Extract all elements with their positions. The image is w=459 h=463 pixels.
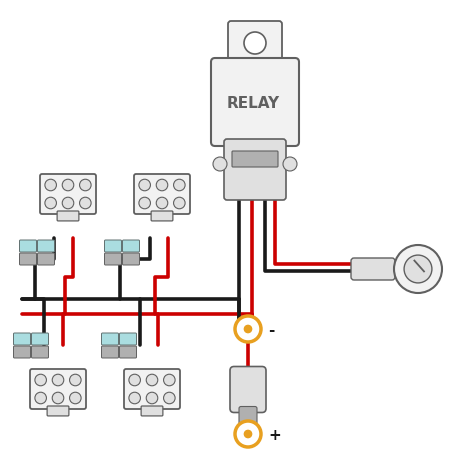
Circle shape xyxy=(69,392,81,404)
Circle shape xyxy=(156,180,168,191)
FancyBboxPatch shape xyxy=(40,175,96,214)
Circle shape xyxy=(163,375,175,386)
FancyBboxPatch shape xyxy=(19,253,36,265)
FancyBboxPatch shape xyxy=(119,346,136,358)
FancyBboxPatch shape xyxy=(38,240,54,252)
FancyBboxPatch shape xyxy=(230,367,265,413)
FancyBboxPatch shape xyxy=(119,333,136,345)
Circle shape xyxy=(35,392,46,404)
Circle shape xyxy=(52,392,64,404)
Circle shape xyxy=(62,180,73,191)
FancyBboxPatch shape xyxy=(13,333,30,345)
Circle shape xyxy=(244,325,251,333)
FancyBboxPatch shape xyxy=(231,152,277,168)
FancyBboxPatch shape xyxy=(224,140,285,200)
Circle shape xyxy=(52,375,64,386)
Circle shape xyxy=(173,180,185,191)
FancyBboxPatch shape xyxy=(38,253,54,265)
Text: -: - xyxy=(268,323,274,338)
Circle shape xyxy=(139,180,150,191)
FancyBboxPatch shape xyxy=(122,253,139,265)
FancyBboxPatch shape xyxy=(101,333,118,345)
FancyBboxPatch shape xyxy=(30,369,86,409)
Circle shape xyxy=(146,375,157,386)
FancyBboxPatch shape xyxy=(57,212,78,221)
Circle shape xyxy=(69,375,81,386)
Text: RELAY: RELAY xyxy=(226,95,279,110)
Circle shape xyxy=(129,392,140,404)
Circle shape xyxy=(156,198,168,209)
Circle shape xyxy=(393,245,441,294)
FancyBboxPatch shape xyxy=(47,406,69,416)
FancyBboxPatch shape xyxy=(350,258,394,281)
FancyBboxPatch shape xyxy=(151,212,173,221)
FancyBboxPatch shape xyxy=(134,175,190,214)
Circle shape xyxy=(35,375,46,386)
FancyBboxPatch shape xyxy=(13,346,30,358)
Circle shape xyxy=(79,180,91,191)
FancyBboxPatch shape xyxy=(211,59,298,147)
Circle shape xyxy=(235,421,260,447)
Circle shape xyxy=(403,256,431,283)
FancyBboxPatch shape xyxy=(101,346,118,358)
Text: +: + xyxy=(268,427,280,443)
Circle shape xyxy=(129,375,140,386)
Circle shape xyxy=(79,198,91,209)
Circle shape xyxy=(235,316,260,342)
Circle shape xyxy=(62,198,73,209)
Circle shape xyxy=(243,33,265,55)
FancyBboxPatch shape xyxy=(141,406,162,416)
Circle shape xyxy=(163,392,175,404)
FancyBboxPatch shape xyxy=(239,407,257,425)
Circle shape xyxy=(45,180,56,191)
Circle shape xyxy=(213,158,226,172)
FancyBboxPatch shape xyxy=(104,253,121,265)
FancyBboxPatch shape xyxy=(122,240,139,252)
FancyBboxPatch shape xyxy=(124,369,179,409)
FancyBboxPatch shape xyxy=(31,346,48,358)
Circle shape xyxy=(173,198,185,209)
Circle shape xyxy=(146,392,157,404)
Circle shape xyxy=(139,198,150,209)
FancyBboxPatch shape xyxy=(31,333,48,345)
Circle shape xyxy=(244,431,251,438)
FancyBboxPatch shape xyxy=(104,240,121,252)
FancyBboxPatch shape xyxy=(19,240,36,252)
Circle shape xyxy=(45,198,56,209)
Circle shape xyxy=(282,158,297,172)
FancyBboxPatch shape xyxy=(228,22,281,66)
